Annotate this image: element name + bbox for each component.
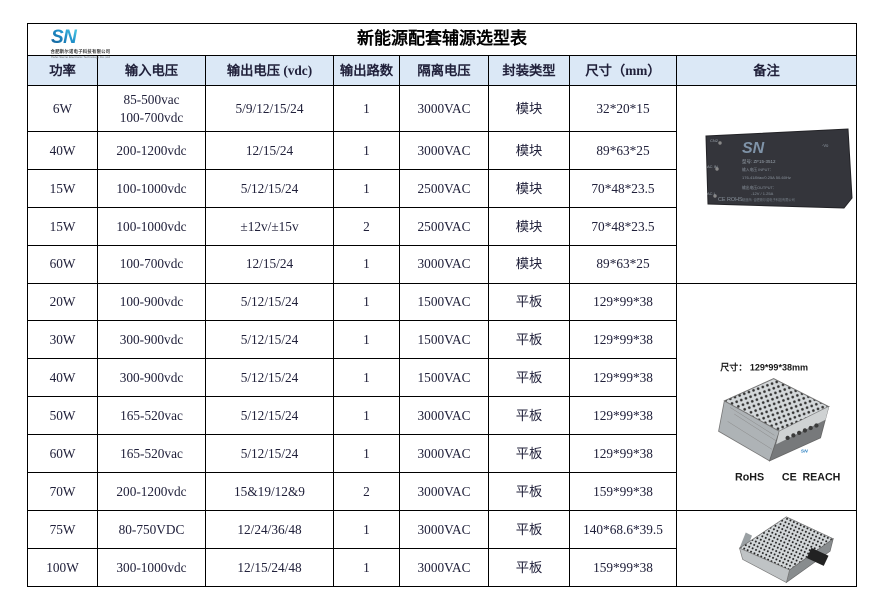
svg-text:176-418Vac/0.25A 50-60Hz: 176-418Vac/0.25A 50-60Hz — [742, 175, 791, 180]
svg-text:SN: SN — [51, 27, 78, 48]
svg-text:CN2: CN2 — [710, 138, 719, 143]
svg-text:尺寸： 129*99*38mm: 尺寸： 129*99*38mm — [720, 361, 808, 372]
svg-text:REACH: REACH — [802, 472, 840, 484]
svg-text:CE: CE — [782, 472, 797, 484]
svg-text:SN: SN — [742, 140, 765, 157]
svg-text:型号: ZF15-3512: 型号: ZF15-3512 — [742, 158, 776, 165]
svg-text:AC L: AC L — [707, 191, 717, 196]
svg-text:输出电压OUTPUT：: 输出电压OUTPUT： — [742, 185, 777, 190]
svg-text:CE ROHS: CE ROHS — [718, 197, 743, 203]
svg-text:-Vo: -Vo — [822, 143, 829, 148]
svg-text:输入电压 INPUT：: 输入电压 INPUT： — [742, 167, 773, 172]
svg-text:SN: SN — [801, 449, 808, 455]
svg-text:RoHS: RoHS — [735, 472, 764, 484]
svg-text:-12V / 1.25A: -12V / 1.25A — [751, 191, 774, 196]
svg-text:AC IN: AC IN — [707, 164, 718, 169]
svg-text:制造商: 合肥斯尔诺电子科技有限公司: 制造商: 合肥斯尔诺电子科技有限公司 — [742, 197, 795, 202]
